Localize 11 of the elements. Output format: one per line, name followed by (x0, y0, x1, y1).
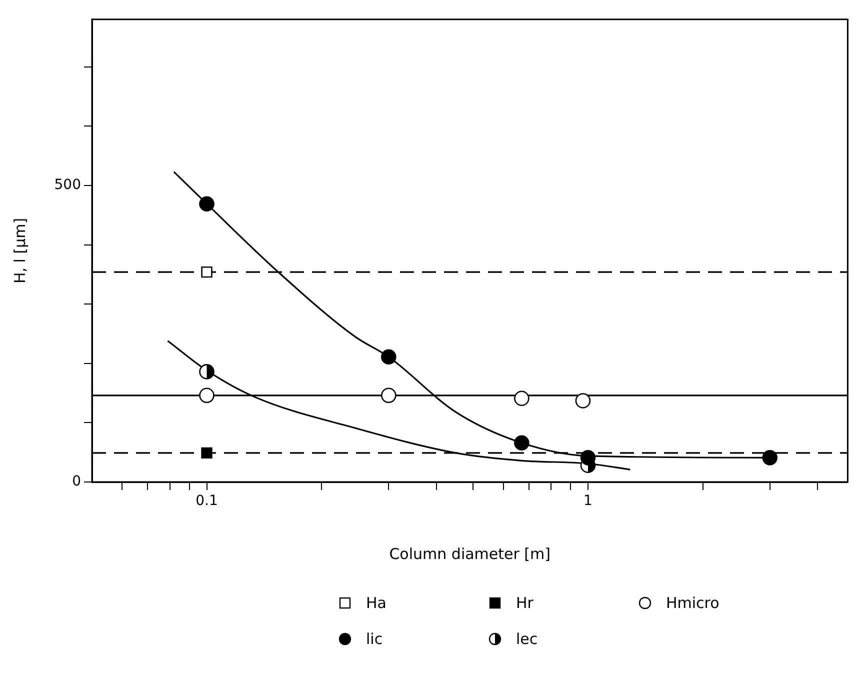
legend-label: lec (516, 630, 538, 648)
y-tick-label: 0 (72, 474, 81, 490)
x-tick-label: 0.1 (196, 493, 218, 510)
legend-label: Ha (366, 594, 386, 612)
legend-label: Hmicro (666, 594, 720, 612)
x-axis-title: Column diameter [m] (389, 544, 550, 563)
legend-label: Hr (516, 594, 534, 612)
y-axis-title: H, l [μm] (10, 218, 29, 284)
y-tick-label: 500 (54, 177, 81, 194)
legend-label: lic (366, 630, 383, 648)
x-tick-label: 1 (584, 493, 592, 510)
